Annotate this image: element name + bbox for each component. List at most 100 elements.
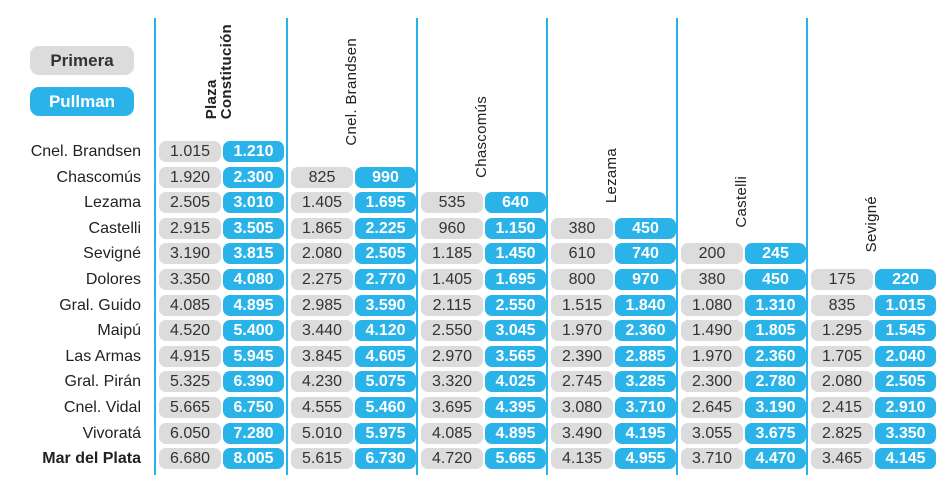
fare-pullman: 3.010 bbox=[223, 192, 284, 214]
fare-pullman: 5.945 bbox=[223, 345, 284, 367]
column-divider bbox=[154, 18, 156, 475]
destination-label: Vivoratá bbox=[82, 424, 141, 442]
fare-pullman: 3.350 bbox=[875, 422, 936, 444]
fare-primera: 1.405 bbox=[291, 192, 353, 214]
fare-pullman: 2.550 bbox=[485, 294, 546, 316]
destination-label: Gral. Guido bbox=[59, 296, 141, 314]
fare-primera: 535 bbox=[421, 192, 483, 214]
fare-primera: 200 bbox=[681, 243, 743, 265]
fare-primera: 3.845 bbox=[291, 345, 353, 367]
fare-pullman: 2.505 bbox=[355, 243, 416, 265]
destination-label: Lezama bbox=[84, 194, 141, 212]
fare-primera: 1.015 bbox=[159, 141, 221, 162]
fare-primera: 2.415 bbox=[811, 397, 873, 418]
fare-pullman: 990 bbox=[355, 166, 416, 188]
origin-header-label: Sevigné bbox=[862, 196, 880, 253]
column-divider bbox=[676, 18, 678, 475]
fare-primera: 1.920 bbox=[159, 166, 221, 188]
fare-primera: 3.055 bbox=[681, 422, 743, 444]
fare-pullman: 4.895 bbox=[223, 294, 284, 316]
fare-primera: 2.550 bbox=[421, 320, 483, 342]
legend-primera: Primera bbox=[30, 46, 134, 75]
destination-label: Dolores bbox=[85, 271, 141, 288]
origin-header-label: Chascomús bbox=[472, 96, 490, 178]
fare-primera: 1.080 bbox=[681, 294, 743, 316]
destination-label: Las Armas bbox=[65, 347, 141, 365]
fare-pullman: 1.695 bbox=[355, 192, 416, 214]
fare-pullman: 4.955 bbox=[615, 448, 676, 470]
fare-primera: 3.440 bbox=[291, 320, 353, 342]
fare-primera: 5.325 bbox=[159, 371, 221, 393]
fare-primera: 1.185 bbox=[421, 243, 483, 265]
fare-primera: 4.135 bbox=[551, 448, 613, 470]
column-divider bbox=[546, 18, 548, 475]
fare-pullman: 2.300 bbox=[223, 166, 284, 188]
fare-pullman: 4.470 bbox=[745, 448, 806, 470]
fare-pullman: 2.225 bbox=[355, 217, 416, 239]
fare-primera: 1.865 bbox=[291, 217, 353, 239]
fare-pullman: 3.505 bbox=[223, 217, 284, 239]
fare-primera: 380 bbox=[551, 217, 613, 239]
fare-pullman: 5.460 bbox=[355, 397, 416, 418]
fare-primera: 4.915 bbox=[159, 345, 221, 367]
fare-primera: 4.085 bbox=[159, 294, 221, 316]
column-divider bbox=[806, 18, 808, 475]
fare-primera: 1.295 bbox=[811, 320, 873, 342]
fare-primera: 5.615 bbox=[291, 448, 353, 470]
fare-primera: 4.720 bbox=[421, 448, 483, 470]
fare-pullman: 970 bbox=[615, 269, 676, 290]
fare-pullman: 4.120 bbox=[355, 320, 416, 342]
fare-primera: 3.490 bbox=[551, 422, 613, 444]
fare-primera: 2.115 bbox=[421, 294, 483, 316]
fare-primera: 835 bbox=[811, 294, 873, 316]
fare-primera: 380 bbox=[681, 269, 743, 290]
fare-primera: 2.985 bbox=[291, 294, 353, 316]
fare-primera: 3.465 bbox=[811, 448, 873, 470]
fare-primera: 4.230 bbox=[291, 371, 353, 393]
fare-pullman: 1.150 bbox=[485, 217, 546, 239]
destination-label: Gral. Pirán bbox=[64, 373, 141, 391]
fare-primera: 5.665 bbox=[159, 397, 221, 418]
fare-primera: 3.320 bbox=[421, 371, 483, 393]
fare-primera: 825 bbox=[291, 166, 353, 188]
origin-header: Lezama bbox=[546, 148, 676, 203]
destination-label: Cnel. Vidal bbox=[63, 399, 141, 416]
fare-pullman: 4.895 bbox=[485, 422, 546, 444]
fare-primera: 1.705 bbox=[811, 345, 873, 367]
origin-header-label: Lezama bbox=[602, 148, 620, 204]
origin-header: Plaza Constitución bbox=[154, 24, 284, 119]
legend-pullman: Pullman bbox=[30, 87, 134, 116]
origin-header: Cnel. Brandsen bbox=[286, 38, 416, 146]
fare-primera: 3.350 bbox=[159, 269, 221, 290]
fare-pullman: 5.075 bbox=[355, 371, 416, 393]
fare-pullman: 3.190 bbox=[745, 397, 806, 418]
fare-primera: 3.080 bbox=[551, 397, 613, 418]
fare-pullman: 4.080 bbox=[223, 269, 284, 290]
fare-pullman: 220 bbox=[875, 269, 936, 290]
fare-primera: 2.745 bbox=[551, 371, 613, 393]
fare-pullman: 4.395 bbox=[485, 397, 546, 418]
fare-primera: 2.825 bbox=[811, 422, 873, 444]
fare-pullman: 3.565 bbox=[485, 345, 546, 367]
fare-primera: 2.505 bbox=[159, 192, 221, 214]
fare-pullman: 8.005 bbox=[223, 448, 284, 470]
fare-pullman: 3.815 bbox=[223, 243, 284, 265]
fare-pullman: 2.910 bbox=[875, 397, 936, 418]
fare-primera: 2.645 bbox=[681, 397, 743, 418]
fare-pullman: 740 bbox=[615, 243, 676, 265]
fare-primera: 3.190 bbox=[159, 243, 221, 265]
fare-pullman: 245 bbox=[745, 243, 806, 265]
fare-pullman: 4.605 bbox=[355, 345, 416, 367]
fare-primera: 2.080 bbox=[811, 371, 873, 393]
fare-pullman: 5.400 bbox=[223, 320, 284, 342]
fare-pullman: 3.710 bbox=[615, 397, 676, 418]
fare-pullman: 6.750 bbox=[223, 397, 284, 418]
origin-header: Castelli bbox=[676, 176, 806, 228]
origin-header-label: Plaza Constitución bbox=[203, 24, 235, 120]
fare-primera: 2.970 bbox=[421, 345, 483, 367]
fare-pullman: 6.390 bbox=[223, 371, 284, 393]
fare-pullman: 3.675 bbox=[745, 422, 806, 444]
fare-primera: 2.080 bbox=[291, 243, 353, 265]
fare-pullman: 2.780 bbox=[745, 371, 806, 393]
destination-label: Mar del Plata bbox=[42, 450, 141, 468]
